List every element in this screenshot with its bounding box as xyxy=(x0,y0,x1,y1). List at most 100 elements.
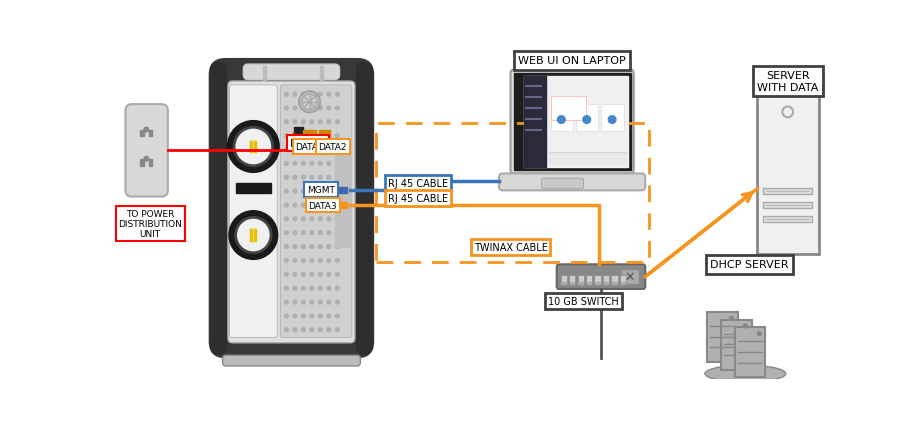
Circle shape xyxy=(319,204,322,207)
Circle shape xyxy=(285,259,288,263)
Bar xyxy=(594,276,601,283)
Circle shape xyxy=(319,190,322,194)
Circle shape xyxy=(310,121,314,124)
Circle shape xyxy=(327,231,331,235)
Circle shape xyxy=(319,217,322,221)
Circle shape xyxy=(310,93,314,97)
Circle shape xyxy=(285,135,288,138)
Bar xyxy=(336,187,347,193)
Circle shape xyxy=(319,148,322,152)
Bar xyxy=(587,282,591,285)
Circle shape xyxy=(310,287,314,291)
Circle shape xyxy=(301,231,305,235)
Text: ✕: ✕ xyxy=(625,271,635,283)
Circle shape xyxy=(285,245,288,249)
FancyBboxPatch shape xyxy=(499,174,645,191)
Circle shape xyxy=(293,273,297,276)
Circle shape xyxy=(319,273,322,276)
Circle shape xyxy=(144,128,149,132)
Circle shape xyxy=(301,328,305,332)
Bar xyxy=(586,276,592,283)
Bar xyxy=(551,97,586,120)
Circle shape xyxy=(310,245,314,249)
Circle shape xyxy=(327,314,331,318)
Circle shape xyxy=(335,121,339,124)
Circle shape xyxy=(608,116,616,124)
FancyBboxPatch shape xyxy=(229,86,277,338)
Circle shape xyxy=(335,107,339,111)
Circle shape xyxy=(319,135,322,138)
Bar xyxy=(149,130,152,137)
Bar xyxy=(576,105,599,132)
Circle shape xyxy=(335,273,339,276)
Circle shape xyxy=(327,204,331,207)
Text: RJ 45 CABLE: RJ 45 CABLE xyxy=(388,178,448,188)
Circle shape xyxy=(293,314,297,318)
Circle shape xyxy=(335,217,339,221)
Bar xyxy=(140,130,144,137)
Circle shape xyxy=(319,245,322,249)
Text: RJ 45 CABLE: RJ 45 CABLE xyxy=(388,194,448,204)
Circle shape xyxy=(293,107,297,111)
Circle shape xyxy=(301,107,305,111)
Circle shape xyxy=(310,107,314,111)
Circle shape xyxy=(319,287,322,291)
Circle shape xyxy=(319,231,322,235)
Circle shape xyxy=(293,176,297,180)
Bar xyxy=(321,66,323,81)
Circle shape xyxy=(310,204,314,207)
Circle shape xyxy=(758,332,761,336)
Circle shape xyxy=(301,300,305,304)
Circle shape xyxy=(310,231,314,235)
Bar xyxy=(294,128,303,135)
FancyBboxPatch shape xyxy=(211,63,227,354)
Bar xyxy=(376,124,649,262)
Circle shape xyxy=(301,135,305,138)
Circle shape xyxy=(293,190,297,194)
FancyBboxPatch shape xyxy=(243,65,340,81)
FancyBboxPatch shape xyxy=(707,312,737,362)
Circle shape xyxy=(335,93,339,97)
Circle shape xyxy=(335,176,339,180)
Circle shape xyxy=(327,148,331,152)
Circle shape xyxy=(310,190,314,194)
Circle shape xyxy=(293,231,297,235)
Circle shape xyxy=(335,328,339,332)
Circle shape xyxy=(319,314,322,318)
FancyBboxPatch shape xyxy=(757,93,819,255)
Circle shape xyxy=(327,217,331,221)
Circle shape xyxy=(327,93,331,97)
Circle shape xyxy=(327,328,331,332)
Circle shape xyxy=(327,273,331,276)
Bar xyxy=(236,184,271,193)
Circle shape xyxy=(310,162,314,166)
Bar xyxy=(569,276,575,283)
Bar xyxy=(525,77,546,168)
FancyBboxPatch shape xyxy=(356,63,372,354)
Circle shape xyxy=(298,92,321,113)
Bar xyxy=(621,282,626,285)
Circle shape xyxy=(301,217,305,221)
Bar xyxy=(578,276,584,283)
FancyBboxPatch shape xyxy=(280,86,352,338)
Circle shape xyxy=(285,162,288,166)
Circle shape xyxy=(293,93,297,97)
Text: DATA1: DATA1 xyxy=(296,143,323,152)
Circle shape xyxy=(285,287,288,291)
FancyBboxPatch shape xyxy=(541,178,584,190)
Circle shape xyxy=(301,176,305,180)
Circle shape xyxy=(310,148,314,152)
Circle shape xyxy=(319,107,322,111)
Circle shape xyxy=(319,328,322,332)
Text: DHCP SERVER: DHCP SERVER xyxy=(710,260,788,270)
Circle shape xyxy=(285,176,288,180)
Circle shape xyxy=(310,300,314,304)
Ellipse shape xyxy=(705,366,785,382)
Circle shape xyxy=(335,135,339,138)
Circle shape xyxy=(285,121,288,124)
Circle shape xyxy=(327,107,331,111)
Bar xyxy=(561,282,565,285)
Circle shape xyxy=(293,162,297,166)
Circle shape xyxy=(310,176,314,180)
Bar xyxy=(602,105,624,132)
